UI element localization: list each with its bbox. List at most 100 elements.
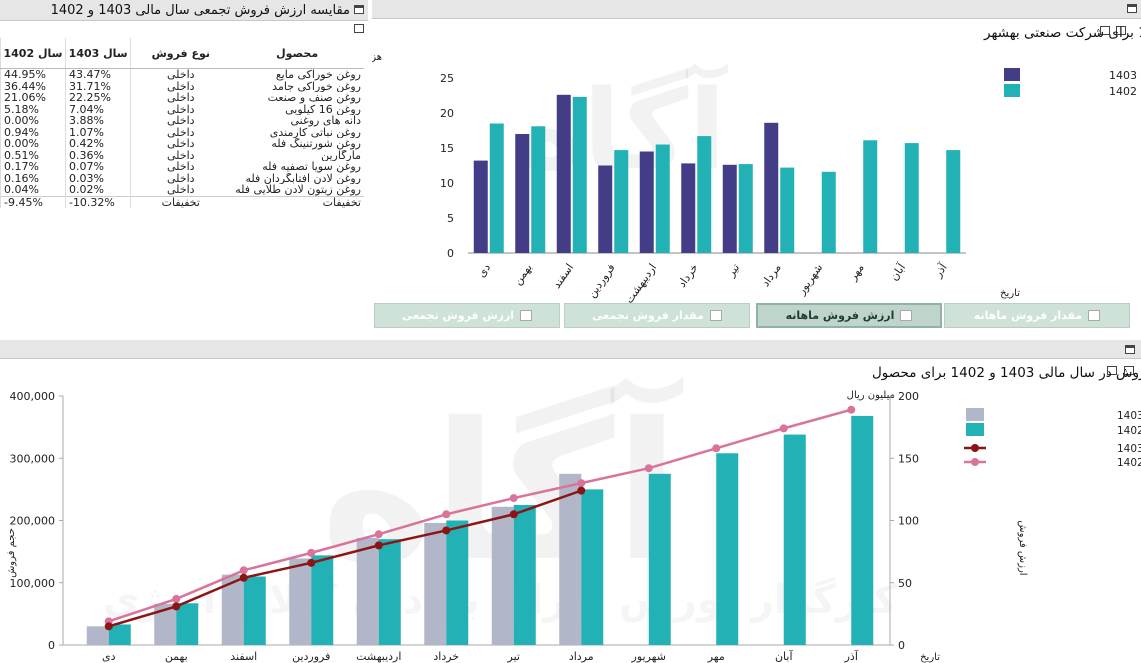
line-point[interactable] [239,573,248,582]
table-row[interactable]: روغن شورتنینگ فله داخلی 0.42% 0.00% [0,138,365,150]
table-row[interactable]: روغن خوراکی مایع داخلی 43.47% 44.95% [0,68,365,81]
table-row[interactable]: دانه های روغنی داخلی 3.88% 0.00% [0,115,365,127]
line-point[interactable] [442,526,451,535]
bar-cumulative-1403[interactable] [289,558,312,645]
bar-cumulative-1403[interactable] [559,473,582,645]
bar-1402[interactable] [946,150,961,253]
bar-cumulative-1402[interactable] [851,415,874,645]
bar-cumulative-1403[interactable] [154,603,177,645]
bar-1403[interactable] [515,134,530,253]
table-total-row[interactable]: تخفیفات تخفیفات -10.32% -9.45% [0,195,364,208]
line-point[interactable] [509,494,518,503]
line-point[interactable] [509,510,518,519]
table-row[interactable]: روغن خوراکی جامد داخلی 31.71% 36.44% [0,80,365,92]
bar-cumulative-1402[interactable] [648,473,671,645]
line-point[interactable] [847,405,856,414]
line-point[interactable] [779,424,788,433]
bar-1403[interactable] [556,94,571,253]
bar-1402[interactable] [821,171,836,253]
bar-1402[interactable] [614,150,629,253]
bar-cumulative-1403[interactable] [86,626,109,645]
bar-cumulative-1402[interactable] [513,504,536,645]
legend-swatch[interactable] [966,423,984,436]
tab-1[interactable]: ارزش فروش ماهانه [756,303,942,328]
bar-cumulative-1402[interactable] [783,434,806,645]
table-row[interactable]: روغن لادن آفتابگردان فله داخلی 0.03% 0.16% [0,172,365,184]
export-icon[interactable] [1116,26,1126,35]
table-row[interactable]: روغن 16 کیلویی داخلی 7.04% 5.18% [0,103,365,115]
export-icon[interactable] [354,24,364,33]
bar-cumulative-1403[interactable] [356,537,379,645]
line-point[interactable] [172,602,181,611]
bar-1402[interactable] [863,140,878,253]
table-row[interactable]: مارگارین داخلی 0.36% 0.51% [0,149,365,161]
maximize-icon[interactable] [354,5,364,14]
bar-1402[interactable] [697,136,712,253]
table-row[interactable]: روغن سویا تصفیه فله داخلی 0.07% 0.17% [0,161,365,173]
bar-1403[interactable] [722,164,737,253]
bar-cumulative-1402[interactable] [716,453,739,645]
tab-2[interactable]: مقدار فروش تجمعی [564,303,750,328]
print-icon[interactable] [1107,366,1117,375]
line-point[interactable] [644,464,653,473]
col-header-sale-type[interactable]: نوع فروش [130,38,231,69]
line-point[interactable] [172,594,181,603]
line-point[interactable] [374,530,383,539]
line-point[interactable] [239,566,248,575]
bar-1403[interactable] [598,165,613,254]
cell-product: روغن لادن آفتابگردان فله [245,172,361,184]
line-point[interactable] [374,541,383,550]
line-1403[interactable] [108,489,582,628]
bar-1403[interactable] [639,151,654,254]
cell-1403: 0.07% [64,161,131,173]
bar-1403[interactable] [764,122,779,253]
bar-cumulative-1403[interactable] [491,506,514,645]
bar-1402[interactable] [489,123,504,254]
cell-1402: 0.51% [0,149,66,161]
bar-1402[interactable] [738,164,753,253]
maximize-icon[interactable] [1125,345,1135,354]
col-header-1403[interactable]: سال 1403 [64,38,131,69]
legend-swatch[interactable] [1004,84,1020,97]
maximize-icon[interactable] [1127,4,1137,13]
y-tick-label: 10 [440,177,454,190]
line-point[interactable] [712,444,721,453]
bar-cumulative-1402[interactable] [243,576,266,645]
print-icon[interactable] [1100,26,1110,35]
bar-cumulative-1402[interactable] [176,603,199,645]
cell-sale-type: داخلی [130,92,231,104]
bar-cumulative-1403[interactable] [221,574,244,645]
export-icon[interactable] [1124,366,1134,375]
monthly-value-chart: آگاهمقایسه ارزش فروش ماهانه سال مالی 140… [372,25,1141,306]
table-row[interactable]: روغن زیتون لادن طلایی فله داخلی 0.02% 0.04% [0,184,365,196]
bar-1403[interactable] [681,163,696,253]
line-point[interactable] [307,548,316,557]
bar-cumulative-1403[interactable] [424,522,447,645]
bar-1402[interactable] [655,144,670,254]
bar-1402[interactable] [780,167,795,253]
bar-1402[interactable] [531,126,546,253]
line-point[interactable] [442,510,451,519]
bar-cumulative-1402[interactable] [311,555,334,645]
bar-cumulative-1402[interactable] [581,489,604,645]
bar-1402[interactable] [572,96,587,254]
tab-0[interactable]: مقدار فروش ماهانه [944,303,1130,328]
col-header-1402[interactable]: سال 1402 [0,38,66,69]
legend-swatch[interactable] [966,408,984,421]
line-point[interactable] [577,479,586,488]
bar-1402[interactable] [904,143,919,253]
bar-cumulative-1402[interactable] [446,520,469,646]
bar-cumulative-1402[interactable] [108,624,131,645]
col-header-product[interactable]: محصول [230,38,364,69]
legend-swatch[interactable] [1004,68,1020,81]
cell-sale-type: داخلی [130,103,231,115]
table-row[interactable]: روغن صنف و صنعت داخلی 22.25% 21.06% [0,92,365,104]
bar-cumulative-1402[interactable] [378,539,401,645]
table-row[interactable]: روغن نباتی کارمندی داخلی 1.07% 0.94% [0,126,365,138]
bar-1403[interactable] [473,160,488,253]
line-point[interactable] [577,486,586,495]
line-1402[interactable] [108,408,852,623]
line-point[interactable] [307,558,316,567]
tab-3[interactable]: ارزش فروش تجمعی [374,303,560,328]
line-point[interactable] [104,622,113,631]
